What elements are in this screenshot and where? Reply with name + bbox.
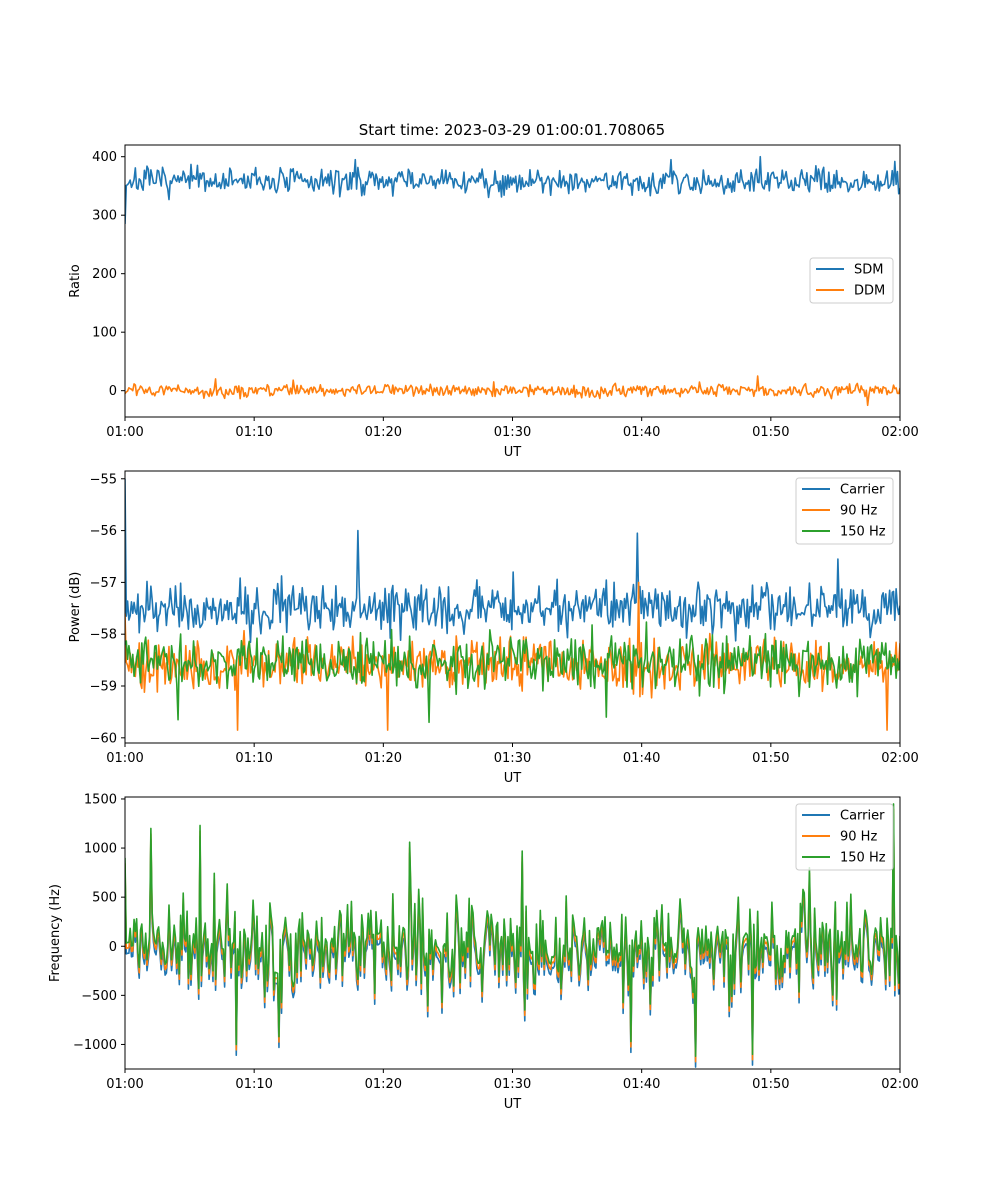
y-tick-label: −500 (81, 989, 117, 1004)
legend: SDM DDM (809, 257, 894, 304)
legend-label-150-hz: 150 Hz (840, 525, 886, 540)
y-tick-label: 200 (92, 267, 117, 282)
x-tick-label: 01:10 (235, 1077, 272, 1092)
x-tick-label: 01:20 (365, 1077, 402, 1092)
x-axis-label: UT (504, 445, 522, 460)
y-axis-label: Frequency (Hz) (48, 884, 63, 982)
x-tick-label: 01:20 (365, 751, 402, 766)
series-line-sdm (125, 155, 900, 224)
x-tick-label: 01:00 (106, 425, 143, 440)
y-tick-label: 0 (109, 384, 117, 399)
x-axis-label: UT (504, 1097, 522, 1112)
y-tick-label: 1500 (84, 792, 117, 807)
series-line-150-hz (125, 621, 900, 724)
legend: Carrier 90 Hz 150 Hz (795, 803, 894, 871)
x-tick-label: 02:00 (881, 425, 918, 440)
x-tick-label: 01:30 (494, 751, 531, 766)
legend: Carrier 90 Hz 150 Hz (795, 477, 894, 545)
y-axis-label: Ratio (68, 264, 83, 297)
series-line-ddm (125, 375, 900, 407)
x-tick-label: 02:00 (881, 1077, 918, 1092)
y-tick-label: 400 (92, 150, 117, 165)
x-tick-label: 01:20 (365, 425, 402, 440)
x-tick-label: 01:40 (623, 751, 660, 766)
legend-label-ddm: DDM (854, 284, 885, 299)
legend-label-90-hz: 90 Hz (840, 504, 877, 519)
legend-label-carrier: Carrier (840, 809, 885, 824)
panels: 01:00 01:10 01:20 01:30 01:40 01:50 02:00 0 100 2… (48, 144, 919, 1112)
y-tick-label: −59 (90, 680, 117, 695)
legend-label-90-hz: 90 Hz (840, 830, 877, 845)
x-tick-label: 01:00 (106, 751, 143, 766)
x-axis-label: UT (504, 771, 522, 786)
series-line-150-hz (125, 803, 900, 1058)
x-tick-label: 01:10 (235, 751, 272, 766)
chart-panel-2: 01:00 01:10 01:20 01:30 01:40 01:50 02:00 −60 −5… (68, 470, 919, 786)
y-tick-label: 300 (92, 209, 117, 224)
y-tick-label: −57 (90, 576, 117, 591)
chart-title: Start time: 2023-03-29 01:00:01.708065 (359, 121, 665, 139)
x-tick-label: 01:50 (752, 751, 789, 766)
x-tick-label: 01:30 (494, 1077, 531, 1092)
chart-panel-1: 01:00 01:10 01:20 01:30 01:40 01:50 02:00 0 100 2… (68, 144, 919, 460)
legend-label-sdm: SDM (854, 263, 883, 278)
y-tick-label: 100 (92, 326, 117, 341)
y-tick-label: −58 (90, 628, 117, 643)
x-tick-label: 01:10 (235, 425, 272, 440)
legend-box (795, 803, 894, 871)
y-tick-label: −1000 (73, 1038, 117, 1053)
legend-box (795, 477, 894, 545)
y-tick-label: −55 (90, 472, 117, 487)
series-line-carrier (125, 478, 900, 644)
legend-label-carrier: Carrier (840, 483, 885, 498)
y-tick-label: −60 (90, 731, 117, 746)
x-tick-label: 01:50 (752, 425, 789, 440)
x-tick-label: 01:40 (623, 1077, 660, 1092)
x-tick-label: 01:00 (106, 1077, 143, 1092)
y-tick-label: 500 (92, 891, 117, 906)
y-tick-label: 0 (109, 940, 117, 955)
y-axis-label: Power (dB) (68, 572, 83, 643)
x-tick-label: 01:40 (623, 425, 660, 440)
x-tick-label: 01:50 (752, 1077, 789, 1092)
y-tick-label: 1000 (84, 842, 117, 857)
x-tick-label: 02:00 (881, 751, 918, 766)
chart-panel-3: 01:00 01:10 01:20 01:30 01:40 01:50 02:00 −1000… (48, 792, 919, 1112)
x-tick-label: 01:30 (494, 425, 531, 440)
legend-label-150-hz: 150 Hz (840, 851, 886, 866)
y-tick-label: −56 (90, 524, 117, 539)
